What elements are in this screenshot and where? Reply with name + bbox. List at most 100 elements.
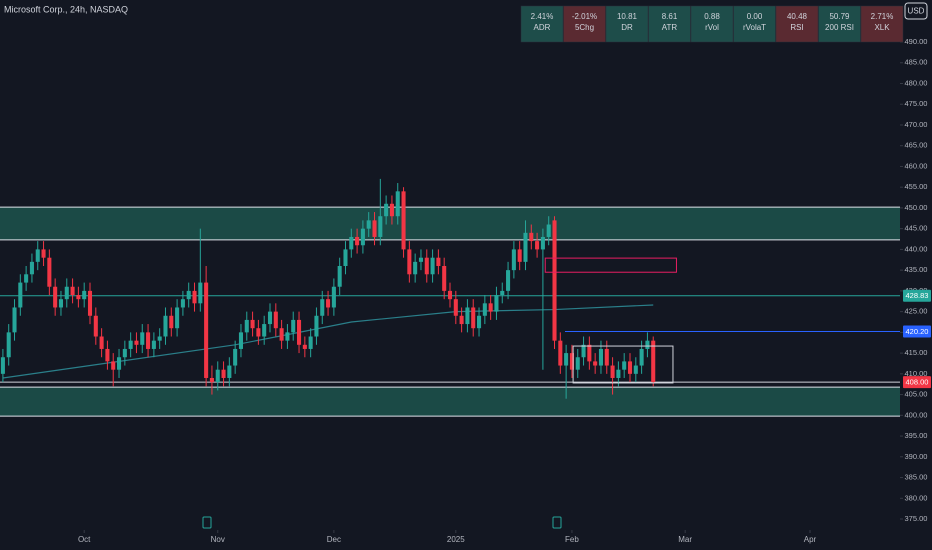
candle-body [134, 340, 139, 345]
stat-name: ADR [534, 23, 551, 32]
y-tick-label: 440.00 [905, 244, 928, 253]
stat-value: 8.61 [662, 12, 678, 21]
stat-name: ATR [662, 23, 678, 32]
candle-body [477, 315, 482, 329]
candle-body [424, 257, 429, 275]
candle-body [47, 257, 52, 287]
candle-body [407, 249, 412, 275]
candle-body [389, 203, 394, 217]
stat-name: 5Chg [575, 23, 594, 32]
candle-body [0, 357, 5, 374]
x-tick-label: Feb [565, 535, 579, 544]
candle-body [24, 274, 29, 283]
candle-body [140, 332, 145, 345]
candle-body [128, 340, 133, 349]
candle-body [622, 361, 627, 370]
x-tick-label: Oct [78, 535, 91, 544]
candle-body [552, 220, 557, 341]
y-tick-label: 425.00 [905, 307, 928, 316]
candle-body [105, 348, 110, 362]
candle-body [250, 319, 255, 329]
candle-body [598, 348, 603, 366]
box [544, 257, 677, 273]
candle-body [326, 299, 331, 308]
candle-body [430, 257, 435, 275]
candle-body [343, 249, 348, 266]
candle-body [627, 361, 633, 374]
chart-title: Microsoft Corp., 24h, NASDAQ [4, 4, 128, 14]
y-tick-label: 460.00 [905, 161, 928, 170]
stat-value: 10.81 [617, 12, 638, 21]
stat-tile [605, 5, 649, 43]
currency-button[interactable] [904, 2, 928, 20]
currency-label: USD [908, 7, 925, 16]
candle-body [111, 361, 116, 370]
stat-name: DR [621, 23, 633, 32]
level-label: 408.00 [906, 378, 929, 387]
candle-body [227, 365, 232, 378]
candle-body [29, 261, 34, 275]
candle-body [163, 315, 168, 337]
candle-body [494, 295, 499, 312]
candle-body [262, 324, 267, 337]
stat-value: 0.00 [747, 12, 763, 21]
stat-tile [818, 5, 861, 43]
candle-body [53, 286, 58, 308]
candle-body [436, 257, 441, 266]
candle-body [221, 369, 226, 378]
candle-body [569, 353, 574, 370]
candle-body [540, 236, 545, 250]
candle-body [87, 290, 93, 316]
candle-body [308, 336, 313, 349]
candle-body [651, 340, 656, 383]
candle-body [70, 286, 75, 296]
candle-body [482, 303, 487, 316]
stat-name: 200 RSI [825, 23, 854, 32]
y-tick-label: 455.00 [905, 182, 928, 191]
stat-tile [733, 5, 776, 43]
candle-body [64, 286, 69, 300]
candle-body [122, 348, 127, 358]
stat-value: 2.71% [871, 12, 894, 21]
y-tick-label: 390.00 [905, 452, 928, 461]
stat-tile [520, 5, 564, 43]
x-tick-label: Nov [211, 535, 225, 544]
level-label: 420.20 [906, 327, 929, 336]
stat-value: 40.48 [787, 12, 808, 21]
candle-body [204, 282, 209, 378]
candle-body [355, 236, 360, 246]
candle-body [442, 265, 447, 291]
stat-value: 2.41% [531, 12, 554, 21]
y-tick-label: 405.00 [905, 390, 928, 399]
candle-body [157, 336, 162, 341]
candle-body [506, 270, 511, 291]
candle-body [93, 315, 98, 337]
candle-body [639, 348, 644, 366]
candle-body [180, 299, 185, 308]
candle-body [58, 299, 63, 308]
candle-body [378, 216, 383, 237]
candle-body [616, 369, 621, 378]
stat-tile [690, 5, 734, 43]
stat-tile [860, 5, 904, 43]
candle-body [297, 319, 302, 345]
candle-body [82, 290, 87, 300]
candle-body [256, 328, 261, 337]
candle-body [546, 224, 551, 237]
candle-body [117, 357, 122, 370]
y-tick-label: 465.00 [905, 141, 928, 150]
stat-value: 0.88 [704, 12, 720, 21]
candle-body [151, 340, 156, 349]
y-tick-label: 480.00 [905, 78, 928, 87]
x-tick-label: Dec [327, 535, 341, 544]
candle-body [535, 241, 540, 250]
candle-body [418, 257, 423, 262]
stat-tile [775, 5, 819, 43]
candle-body [401, 191, 406, 250]
candle-body [633, 365, 638, 374]
candle-body [459, 315, 464, 325]
candle-body [238, 332, 243, 349]
candle-body [18, 282, 23, 308]
candle-body [360, 228, 365, 246]
candle-body [285, 332, 290, 341]
